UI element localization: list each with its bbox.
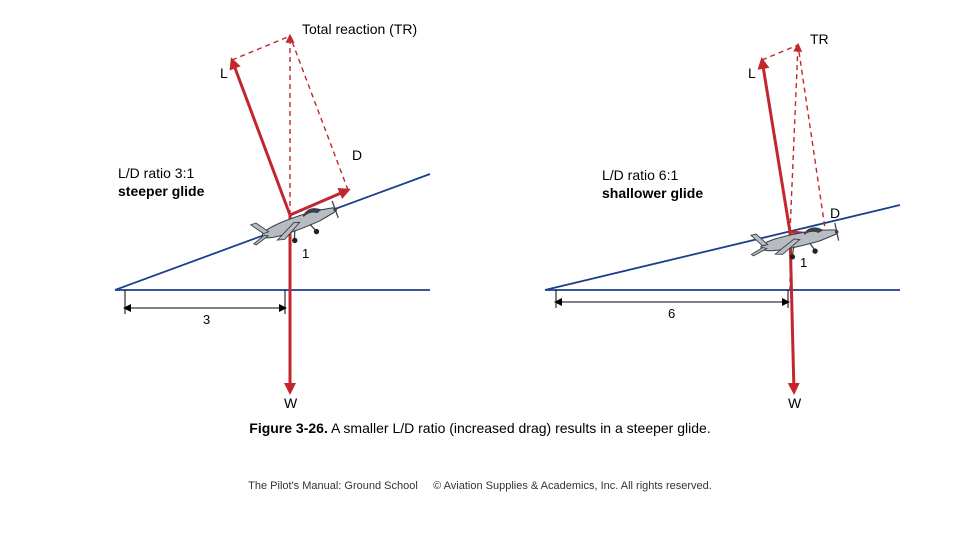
- svg-text:1: 1: [800, 255, 807, 270]
- svg-text:3: 3: [203, 312, 210, 327]
- svg-text:L/D ratio 3:1: L/D ratio 3:1: [118, 165, 194, 181]
- svg-text:W: W: [284, 395, 298, 411]
- svg-text:D: D: [830, 205, 840, 221]
- svg-text:TR: TR: [810, 31, 829, 47]
- svg-text:L: L: [220, 65, 228, 81]
- footer-book: The Pilot's Manual: Ground School: [248, 480, 418, 492]
- figure-caption-text: A smaller L/D ratio (increased drag) res…: [328, 420, 711, 436]
- svg-text:W: W: [788, 395, 802, 411]
- svg-text:1: 1: [302, 246, 309, 261]
- footer: The Pilot's Manual: Ground School © Avia…: [0, 480, 960, 492]
- figure-caption: Figure 3-26. A smaller L/D ratio (increa…: [0, 420, 960, 436]
- diagram-area: L D W Total reaction (TR) 1 3 L/D ratio 3:1 ste…: [0, 0, 960, 420]
- svg-text:shallower glide: shallower glide: [602, 185, 703, 201]
- svg-text:L: L: [748, 65, 756, 81]
- diagram-svg: L D W Total reaction (TR) 1 3 L/D ratio 3:1 ste…: [0, 0, 960, 420]
- footer-copyright: © Aviation Supplies & Academics, Inc. Al…: [433, 480, 712, 492]
- page: L D W Total reaction (TR) 1 3 L/D ratio 3:1 ste…: [0, 0, 960, 540]
- svg-text:6: 6: [668, 306, 675, 321]
- figure-label: Figure 3-26.: [249, 420, 328, 436]
- svg-text:D: D: [352, 147, 362, 163]
- svg-text:L/D ratio 6:1: L/D ratio 6:1: [602, 167, 678, 183]
- svg-text:Total reaction (TR): Total reaction (TR): [302, 21, 417, 37]
- svg-text:steeper glide: steeper glide: [118, 183, 205, 199]
